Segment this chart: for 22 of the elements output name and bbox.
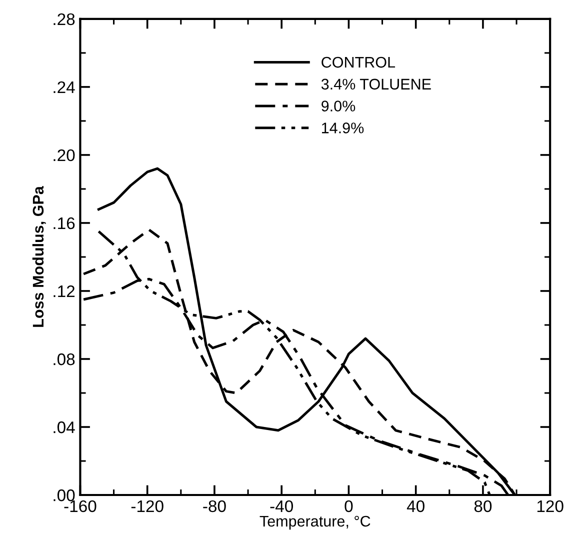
- y-tick-label: .08: [54, 353, 75, 366]
- x-tick-label: 0: [344, 500, 353, 512]
- y-tick-label: .20: [54, 149, 75, 162]
- x-tick-label: -40: [270, 500, 293, 512]
- y-tick-label: .24: [54, 81, 75, 93]
- x-tick-label: -80: [203, 500, 226, 512]
- x-tick-label: 40: [406, 500, 424, 512]
- legend-label: 9.0%: [322, 100, 356, 112]
- legend-label: 3.4% TOLUENE: [321, 78, 431, 90]
- y-tick-label: .28: [54, 13, 75, 26]
- x-tick-label: -120: [131, 500, 164, 512]
- x-tick-label: -160: [64, 500, 96, 512]
- y-tick-label: .16: [54, 217, 75, 230]
- x-tick-label: 80: [474, 500, 492, 512]
- y-tick-label: .12: [54, 285, 75, 298]
- y-tick-label: .04: [54, 421, 75, 434]
- x-axis-title: Temperature, °C: [260, 516, 370, 530]
- legend-label: CONTROL: [322, 56, 396, 68]
- y-tick-label: .00: [54, 489, 75, 502]
- legend-label: 14.9%: [322, 122, 364, 134]
- x-tick-label: 120: [537, 500, 564, 512]
- y-axis-title: Loss Modulus, GPa: [32, 186, 46, 327]
